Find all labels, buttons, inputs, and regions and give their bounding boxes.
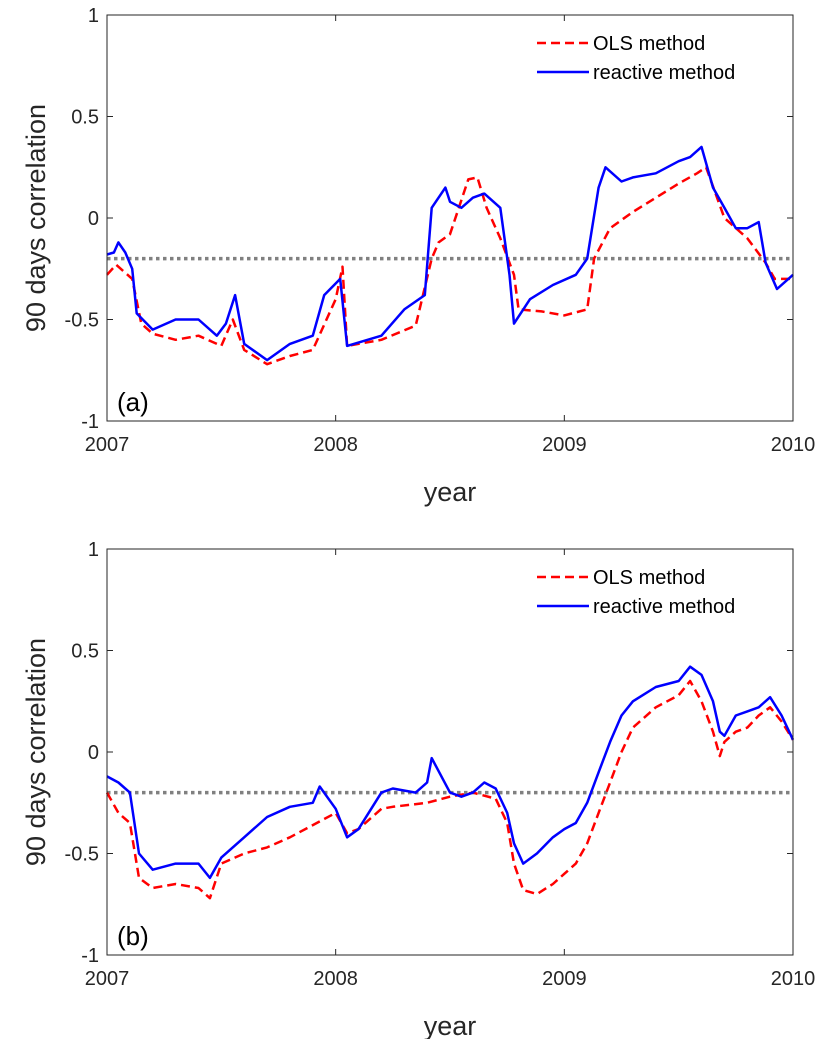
y-axis-title: 90 days correlation — [21, 104, 51, 332]
x-tick-label: 2008 — [313, 434, 358, 456]
x-axis-title: year — [424, 1011, 477, 1039]
series-line-ols-method — [106, 166, 793, 366]
legend-label: OLS method — [593, 567, 705, 589]
x-tick-label: 2009 — [542, 968, 587, 990]
x-tick-label: 2007 — [85, 968, 130, 990]
y-tick-label: 1 — [88, 539, 99, 561]
panel-label: (a) — [117, 387, 149, 417]
legend-label: reactive method — [593, 62, 735, 84]
legend-label: OLS method — [593, 33, 705, 55]
y-axis-title: 90 days correlation — [21, 638, 51, 866]
y-tick-label: 0 — [88, 742, 99, 764]
x-tick-label: 2007 — [85, 434, 130, 456]
y-tick-label: 0.5 — [71, 107, 99, 129]
panel-a: -1 -0.5 0 0.5 1 2007 2008 2009 2010 year 90 days c… — [21, 5, 815, 507]
plot-area — [107, 15, 793, 421]
y-tick-label: 1 — [88, 5, 99, 27]
y-tick-label: 0 — [88, 208, 99, 230]
y-tick-label: -1 — [81, 945, 99, 967]
y-tick-label: 0.5 — [71, 641, 99, 663]
legend-label: reactive method — [593, 596, 735, 618]
y-tick-label: -0.5 — [65, 310, 99, 332]
x-axis-title: year — [424, 477, 477, 507]
x-tick-label: 2009 — [542, 434, 587, 456]
x-tick-label: 2010 — [771, 968, 816, 990]
x-tick-label: 2010 — [771, 434, 816, 456]
y-tick-label: -0.5 — [65, 844, 99, 866]
plot-area — [107, 549, 793, 955]
panel-b: -1 -0.5 0 0.5 1 2007 2008 2009 2010 year 90 days c… — [21, 539, 815, 1039]
y-tick-label: -1 — [81, 411, 99, 433]
series-line-reactive-method — [106, 665, 795, 880]
x-tick-label: 2008 — [313, 968, 358, 990]
series-line-reactive-method — [106, 145, 794, 362]
panel-label: (b) — [117, 921, 149, 951]
series-line-ols-method — [105, 679, 795, 900]
